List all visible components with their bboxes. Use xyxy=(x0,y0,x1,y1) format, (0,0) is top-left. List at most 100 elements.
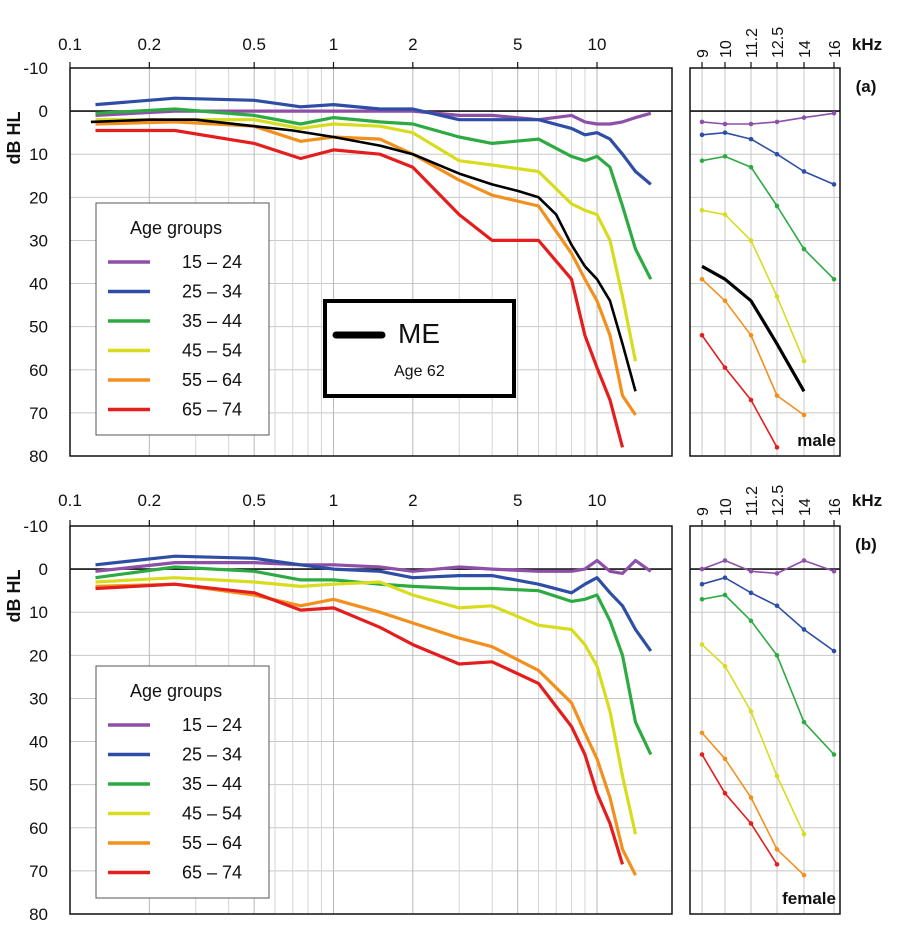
y-tick-label: -10 xyxy=(23,59,48,78)
series-line-2 xyxy=(95,565,653,756)
legend-entry-label: 55 – 64 xyxy=(182,370,242,390)
y-tick-label: 30 xyxy=(29,231,48,250)
series-line-0 xyxy=(95,109,652,126)
hf-data-point xyxy=(699,132,705,138)
hf-data-point xyxy=(722,212,728,217)
x-tick-label: 0.2 xyxy=(138,491,162,510)
hf-series-line-5 xyxy=(701,334,778,448)
plot-frame xyxy=(69,525,673,915)
x-tick-label: 0.2 xyxy=(138,35,162,54)
hf-data-point xyxy=(722,298,728,304)
hf-data-point xyxy=(801,246,807,252)
me-annotation-box xyxy=(323,299,516,398)
hf-data-point xyxy=(722,365,728,370)
hf-data-point xyxy=(748,821,754,826)
hf-data-point xyxy=(699,730,705,736)
legend-entry-label: 45 – 54 xyxy=(182,341,242,361)
series-line-3 xyxy=(95,576,638,835)
hf-data-point xyxy=(774,571,780,576)
y-tick-label: 70 xyxy=(29,404,48,423)
legend-entry-label: 55 – 64 xyxy=(182,833,242,853)
hf-data-point xyxy=(722,790,728,796)
hf-data-point xyxy=(699,752,705,757)
hf-tick-label: 10 xyxy=(718,40,735,58)
hf-data-point xyxy=(831,276,837,282)
y-tick-label: 80 xyxy=(29,905,48,924)
hf-series-line-6 xyxy=(701,264,806,393)
y-tick-label: 40 xyxy=(29,733,48,752)
hf-plot-frame xyxy=(689,525,841,915)
x-unit-label: kHz xyxy=(852,491,882,510)
hf-data-point xyxy=(722,575,728,581)
series-line-1 xyxy=(95,96,652,186)
x-tick-label: 0.5 xyxy=(242,35,266,54)
hf-data-point xyxy=(774,603,780,609)
series-line-3 xyxy=(95,118,638,362)
hf-data-point xyxy=(801,558,807,563)
hf-data-point xyxy=(831,568,837,574)
x-tick-label: 0.5 xyxy=(242,491,266,510)
y-tick-label: 10 xyxy=(29,603,48,622)
hf-data-point xyxy=(801,358,807,364)
hf-data-point xyxy=(831,648,837,654)
hf-data-point xyxy=(699,158,705,163)
legend-entry-label: 15 – 24 xyxy=(182,252,242,272)
panel-label: (a) xyxy=(856,77,877,96)
hf-data-point xyxy=(699,581,705,587)
hf-series-line-0 xyxy=(701,112,835,125)
hf-data-point xyxy=(831,182,837,187)
legend-entry-label: 25 – 34 xyxy=(182,282,242,302)
series-line-5 xyxy=(95,128,625,448)
hf-tick-label: 12.5 xyxy=(770,485,787,516)
hf-data-point xyxy=(774,294,780,299)
y-tick-label: 20 xyxy=(29,646,48,665)
hf-series-line-0 xyxy=(701,559,835,575)
series-line-1 xyxy=(95,554,653,652)
hf-data-point xyxy=(722,592,728,598)
panel-label: (b) xyxy=(855,535,877,554)
hf-data-point xyxy=(774,847,780,852)
x-tick-label: 2 xyxy=(408,491,417,510)
hf-data-point xyxy=(801,412,807,418)
x-tick-label: 2 xyxy=(408,35,417,54)
y-tick-label: 60 xyxy=(29,819,48,838)
hf-series-line-4 xyxy=(701,278,805,416)
hf-data-point xyxy=(748,397,754,403)
y-axis-label: dB HL xyxy=(4,570,24,623)
hf-data-point xyxy=(722,130,728,135)
y-tick-label: 0 xyxy=(39,560,48,579)
plot-frame xyxy=(69,67,673,457)
hf-series-line-2 xyxy=(701,155,835,280)
legend-entry-label: 35 – 44 xyxy=(182,774,242,794)
panel-b: -10 0 10 20 30 40 50 60 70 80 0.1 0.2 0.5 1 2 5 10 9 10 11.… xyxy=(4,485,882,924)
x-tick-label: 10 xyxy=(588,491,607,510)
hf-data-point xyxy=(774,393,780,398)
hf-data-point xyxy=(801,627,807,632)
legend-entry-label: 65 – 74 xyxy=(182,863,242,883)
hf-series-line-4 xyxy=(701,732,805,876)
hf-data-point xyxy=(722,121,728,127)
hf-data-point xyxy=(774,653,780,658)
x-tick-label: 0.1 xyxy=(58,35,82,54)
hf-data-point xyxy=(722,558,728,563)
hf-data-point xyxy=(722,663,728,669)
y-tick-label: 30 xyxy=(29,689,48,708)
hf-data-point xyxy=(699,566,705,572)
hf-data-point xyxy=(801,169,807,174)
legend-title: Age groups xyxy=(130,681,222,701)
hf-data-point xyxy=(774,773,780,779)
y-tick-label: 70 xyxy=(29,862,48,881)
hf-series-line-1 xyxy=(701,576,835,652)
y-tick-label: 50 xyxy=(29,776,48,795)
y-tick-label: -10 xyxy=(23,517,48,536)
hf-data-point xyxy=(748,709,754,714)
hf-series-line-1 xyxy=(701,131,835,186)
hf-data-point xyxy=(748,590,754,596)
hf-data-point xyxy=(831,110,837,116)
y-tick-label: 20 xyxy=(29,188,48,207)
hf-data-point xyxy=(748,568,754,574)
y-tick-label: 60 xyxy=(29,361,48,380)
hf-data-point xyxy=(801,115,807,120)
hf-data-point xyxy=(699,642,705,647)
